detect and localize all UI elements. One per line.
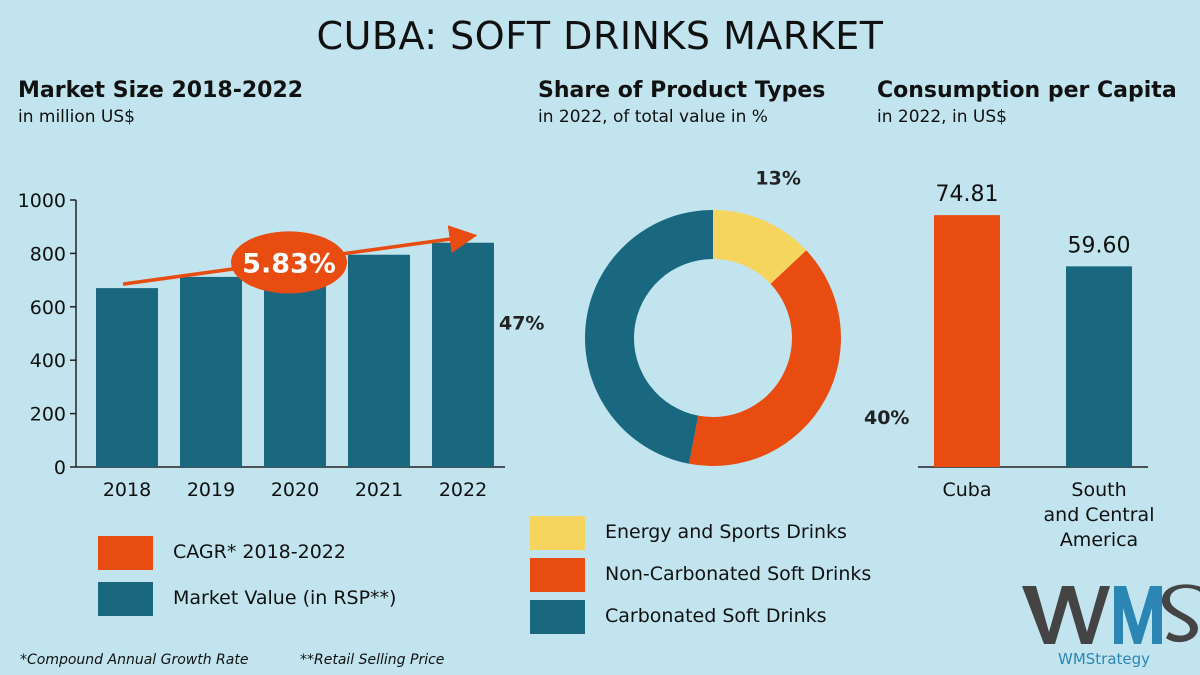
capita-chart: 74.81 Cuba 59.60 South and Central America xyxy=(918,182,1154,551)
donut-slice-2 xyxy=(689,250,841,466)
donut-value-label: 13% xyxy=(755,167,800,189)
legend-label-cagr: CAGR* 2018-2022 xyxy=(173,541,346,563)
market-y-tick-label: 400 xyxy=(30,350,66,372)
legend-label-carbonated: Carbonated Soft Drinks xyxy=(605,605,827,627)
donut-slice-1 xyxy=(713,210,807,284)
market-y-tick-label: 600 xyxy=(30,297,66,319)
market-bar-2022 xyxy=(432,242,494,467)
capita-bar-2 xyxy=(1066,266,1132,467)
legend-swatch-non-carbonated xyxy=(530,558,585,592)
market-x-tick-label: 2021 xyxy=(355,479,403,501)
legend-swatch-carbonated xyxy=(530,600,585,634)
capita-category-label: South and Central America xyxy=(1044,479,1155,551)
share-title: Share of Product Types xyxy=(538,78,826,103)
legend-label-energy: Energy and Sports Drinks xyxy=(605,521,847,543)
cagr-badge xyxy=(231,231,347,294)
legend-label-non-carbonated: Non-Carbonated Soft Drinks xyxy=(605,563,872,585)
market-size-chart: 0 200 400 600 800 1000 2018 2019 2020 2021 2022 5.8… xyxy=(18,190,505,501)
donut-slice-3 xyxy=(585,210,713,464)
legend-swatch-energy xyxy=(530,516,585,550)
market-x-tick-label: 2022 xyxy=(439,479,487,501)
capita-category-label: Cuba xyxy=(942,479,991,501)
market-bar-2018 xyxy=(96,288,158,467)
capita-title: Consumption per Capita xyxy=(877,78,1177,103)
capita-value-label: 59.60 xyxy=(1068,233,1131,258)
market-y-tick-label: 1000 xyxy=(18,190,66,212)
cagr-value: 5.83% xyxy=(242,248,336,279)
capita-value-label: 74.81 xyxy=(936,182,999,207)
market-y-tick-label: 800 xyxy=(30,243,66,265)
market-bar-2020 xyxy=(264,266,326,467)
market-x-tick-label: 2019 xyxy=(187,479,235,501)
legend-label-market-value: Market Value (in RSP**) xyxy=(173,587,397,609)
market-size-subtitle: in million US$ xyxy=(18,107,135,127)
page-title: CUBA: SOFT DRINKS MARKET xyxy=(316,14,884,58)
market-y-tick-label: 200 xyxy=(30,404,66,426)
footnote-cagr: *Compound Annual Growth Rate xyxy=(20,652,249,668)
donut-value-label: 47% xyxy=(499,313,544,335)
market-bar-2021 xyxy=(348,254,410,467)
market-x-tick-label: 2018 xyxy=(103,479,151,501)
share-subtitle: in 2022, of total value in % xyxy=(538,107,768,127)
legend-swatch-cagr xyxy=(98,536,153,570)
market-size-title: Market Size 2018-2022 xyxy=(18,78,304,103)
donut-value-label: 40% xyxy=(864,407,909,429)
brand-name: WMStrategy xyxy=(1058,650,1151,668)
footnote-rsp: **Retail Selling Price xyxy=(300,652,445,668)
market-x-tick-label: 2020 xyxy=(271,479,319,501)
capita-subtitle: in 2022, in US$ xyxy=(877,107,1007,127)
market-bar-2019 xyxy=(180,276,242,467)
share-donut-chart: 13% 40% 47% xyxy=(499,167,909,466)
wms-logo xyxy=(1022,584,1200,644)
capita-bar-1 xyxy=(934,215,1000,467)
market-y-tick-label: 0 xyxy=(54,457,66,479)
legend-swatch-market-value xyxy=(98,582,153,616)
